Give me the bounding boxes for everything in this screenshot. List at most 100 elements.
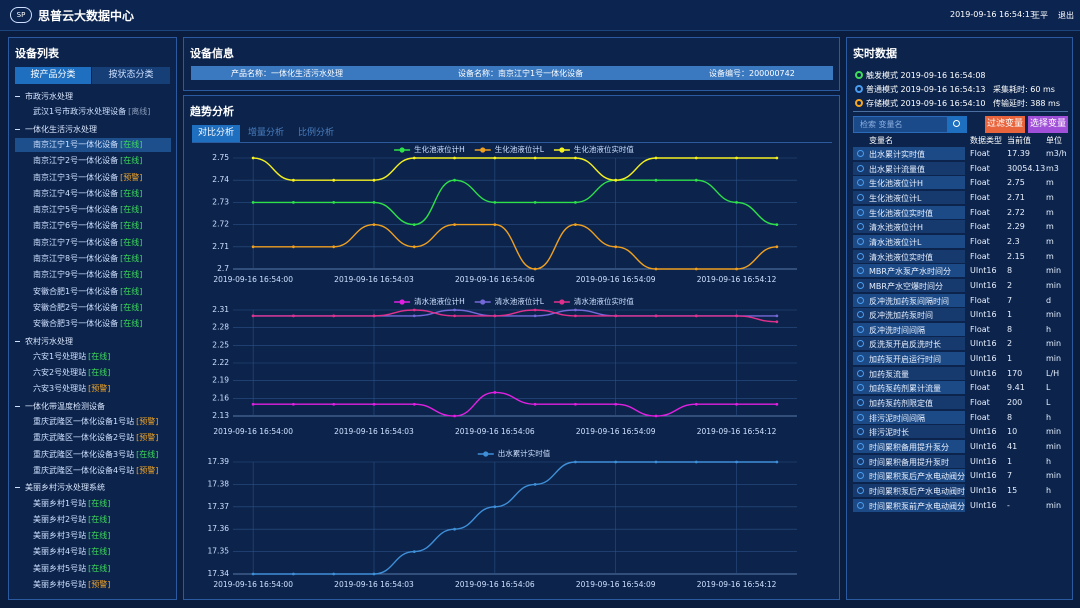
- user[interactable]: 王平: [1032, 11, 1048, 20]
- y-tick-label: 2.75: [212, 153, 229, 162]
- table-row[interactable]: [853, 234, 965, 248]
- device-row[interactable]: 武汉1号市政污水处理设备 [离线]: [15, 105, 171, 119]
- search-icon: [953, 120, 960, 127]
- table-row[interactable]: [853, 440, 965, 453]
- legend-label: 清水池液位计L: [495, 296, 545, 306]
- y-tick-label: 2.19: [212, 376, 229, 385]
- table-row[interactable]: [853, 220, 965, 234]
- table-row[interactable]: [853, 322, 965, 336]
- device-row[interactable]: 南京江宁3号一体化设备 [预警]: [15, 171, 171, 185]
- tab[interactable]: 比例分析: [297, 128, 334, 138]
- table-row[interactable]: [853, 483, 965, 497]
- data-point: [292, 178, 295, 182]
- tab[interactable]: 对比分析: [192, 125, 240, 142]
- device-row[interactable]: 美丽乡村2号站 [在线]: [15, 513, 171, 527]
- table-row[interactable]: [853, 264, 965, 278]
- group-row[interactable]: 一体化生活污水处理: [15, 124, 97, 136]
- device-row[interactable]: 美丽乡村3号站 [在线]: [15, 529, 171, 543]
- device-status: [在线]: [136, 449, 159, 459]
- device-row[interactable]: 南京江宁9号一体化设备 [在线]: [15, 268, 171, 282]
- device-row[interactable]: 美丽乡村1号站 [在线]: [15, 497, 171, 511]
- column-header: 数据类型: [970, 136, 1002, 145]
- table-row[interactable]: [853, 337, 965, 351]
- device-row[interactable]: 重庆武隆区一体化设备1号站 [预警]: [15, 415, 171, 429]
- device-row[interactable]: 南京江宁5号一体化设备 [在线]: [15, 203, 171, 217]
- data-point: [654, 460, 658, 464]
- data-point: [533, 402, 537, 406]
- table-row[interactable]: [853, 147, 965, 160]
- table-row[interactable]: [853, 352, 965, 366]
- series-line: [253, 309, 777, 323]
- tab[interactable]: 按状态分类: [92, 67, 170, 84]
- data-point: [574, 156, 577, 160]
- cell: m: [1046, 178, 1054, 188]
- search-button[interactable]: [947, 116, 967, 133]
- device-name: 南京江宁9号一体化设备: [33, 270, 119, 280]
- table-row[interactable]: [853, 366, 965, 380]
- filter-button[interactable]: 过滤变量: [985, 116, 1025, 133]
- logout[interactable]: 退出: [1058, 11, 1074, 20]
- device-row[interactable]: 南京江宁2号一体化设备 [在线]: [15, 154, 171, 168]
- legend-marker: [559, 147, 565, 153]
- device-row[interactable]: 安徽合肥1号一体化设备 [在线]: [15, 285, 171, 299]
- device-row[interactable]: 六安2号处理站 [在线]: [15, 366, 171, 380]
- data-point: [372, 223, 376, 226]
- table-row[interactable]: [853, 205, 965, 219]
- tab[interactable]: 按产品分类: [15, 67, 91, 84]
- table-row[interactable]: [853, 410, 965, 424]
- table-row[interactable]: [853, 469, 965, 483]
- row-icon: [857, 223, 864, 231]
- device-status: [在线]: [120, 156, 143, 166]
- cell: h: [1046, 456, 1052, 466]
- table-row[interactable]: [853, 190, 965, 204]
- table-row[interactable]: [853, 425, 965, 439]
- tab[interactable]: 增量分析: [247, 128, 284, 138]
- table-row[interactable]: [853, 498, 965, 512]
- y-tick-label: 2.28: [212, 323, 229, 332]
- row-icon: [857, 340, 864, 348]
- device-row[interactable]: 南京江宁1号一体化设备 [在线]: [15, 137, 171, 152]
- table-row[interactable]: [853, 293, 965, 307]
- data-point: [574, 223, 577, 226]
- table-row[interactable]: [853, 308, 965, 322]
- table-row[interactable]: [853, 454, 965, 468]
- device-status: [在线]: [88, 368, 111, 378]
- data-point: [412, 402, 416, 406]
- table-row[interactable]: [853, 176, 965, 190]
- search-input[interactable]: 检索 变量名: [853, 116, 955, 133]
- device-row[interactable]: 南京江宁6号一体化设备 [在线]: [15, 219, 171, 233]
- device-row[interactable]: 南京江宁7号一体化设备 [在线]: [15, 236, 171, 250]
- table-row[interactable]: [853, 278, 965, 292]
- y-tick-label: 2.71: [212, 242, 229, 251]
- device-row[interactable]: 重庆武隆区一体化设备2号站 [预警]: [15, 431, 171, 445]
- group-row[interactable]: 美丽乡村污水处理系统: [15, 482, 105, 494]
- device-row[interactable]: 六安1号处理站 [在线]: [15, 350, 171, 364]
- device-row[interactable]: 美丽乡村4号站 [在线]: [15, 545, 171, 559]
- device-row[interactable]: 南京江宁8号一体化设备 [在线]: [15, 252, 171, 266]
- device-row[interactable]: 安徽合肥2号一体化设备 [在线]: [15, 301, 171, 315]
- cell: 排污泥时长: [869, 428, 909, 438]
- cell: UInt16: [970, 427, 997, 437]
- device-row[interactable]: 六安3号处理站 [预警]: [15, 382, 171, 396]
- group-row[interactable]: 市政污水处理: [15, 91, 73, 103]
- table-row[interactable]: [853, 396, 965, 410]
- device-row[interactable]: 美丽乡村6号站 [预警]: [15, 578, 171, 592]
- cell: m3/h: [1046, 149, 1067, 158]
- series-line: [253, 461, 777, 575]
- x-tick-label: 2019-09-16 16:54:06: [455, 275, 535, 284]
- device-row[interactable]: 重庆武隆区一体化设备4号站 [预警]: [15, 464, 171, 478]
- device-row[interactable]: 安徽合肥3号一体化设备 [在线]: [15, 317, 171, 331]
- device-row[interactable]: 南京江宁4号一体化设备 [在线]: [15, 187, 171, 201]
- select-button[interactable]: 选择变量: [1028, 116, 1068, 133]
- device-row[interactable]: 重庆武隆区一体化设备3号站 [在线]: [15, 448, 171, 462]
- cell: 生化池液位计H: [869, 179, 924, 189]
- table-row[interactable]: [853, 161, 965, 175]
- group-row[interactable]: 农村污水处理: [15, 336, 73, 348]
- table-row[interactable]: [853, 249, 965, 263]
- group-row[interactable]: 一体化带温度检测设备: [15, 401, 105, 413]
- header: SP 思普云大数据中心 2019-09-16 16:54:13 王平 退出: [0, 0, 1080, 31]
- legend-marker: [559, 299, 565, 305]
- cell: 时间累积泵前产水电动阀分: [869, 501, 965, 511]
- device-row[interactable]: 美丽乡村5号站 [在线]: [15, 562, 171, 576]
- table-row[interactable]: [853, 381, 965, 395]
